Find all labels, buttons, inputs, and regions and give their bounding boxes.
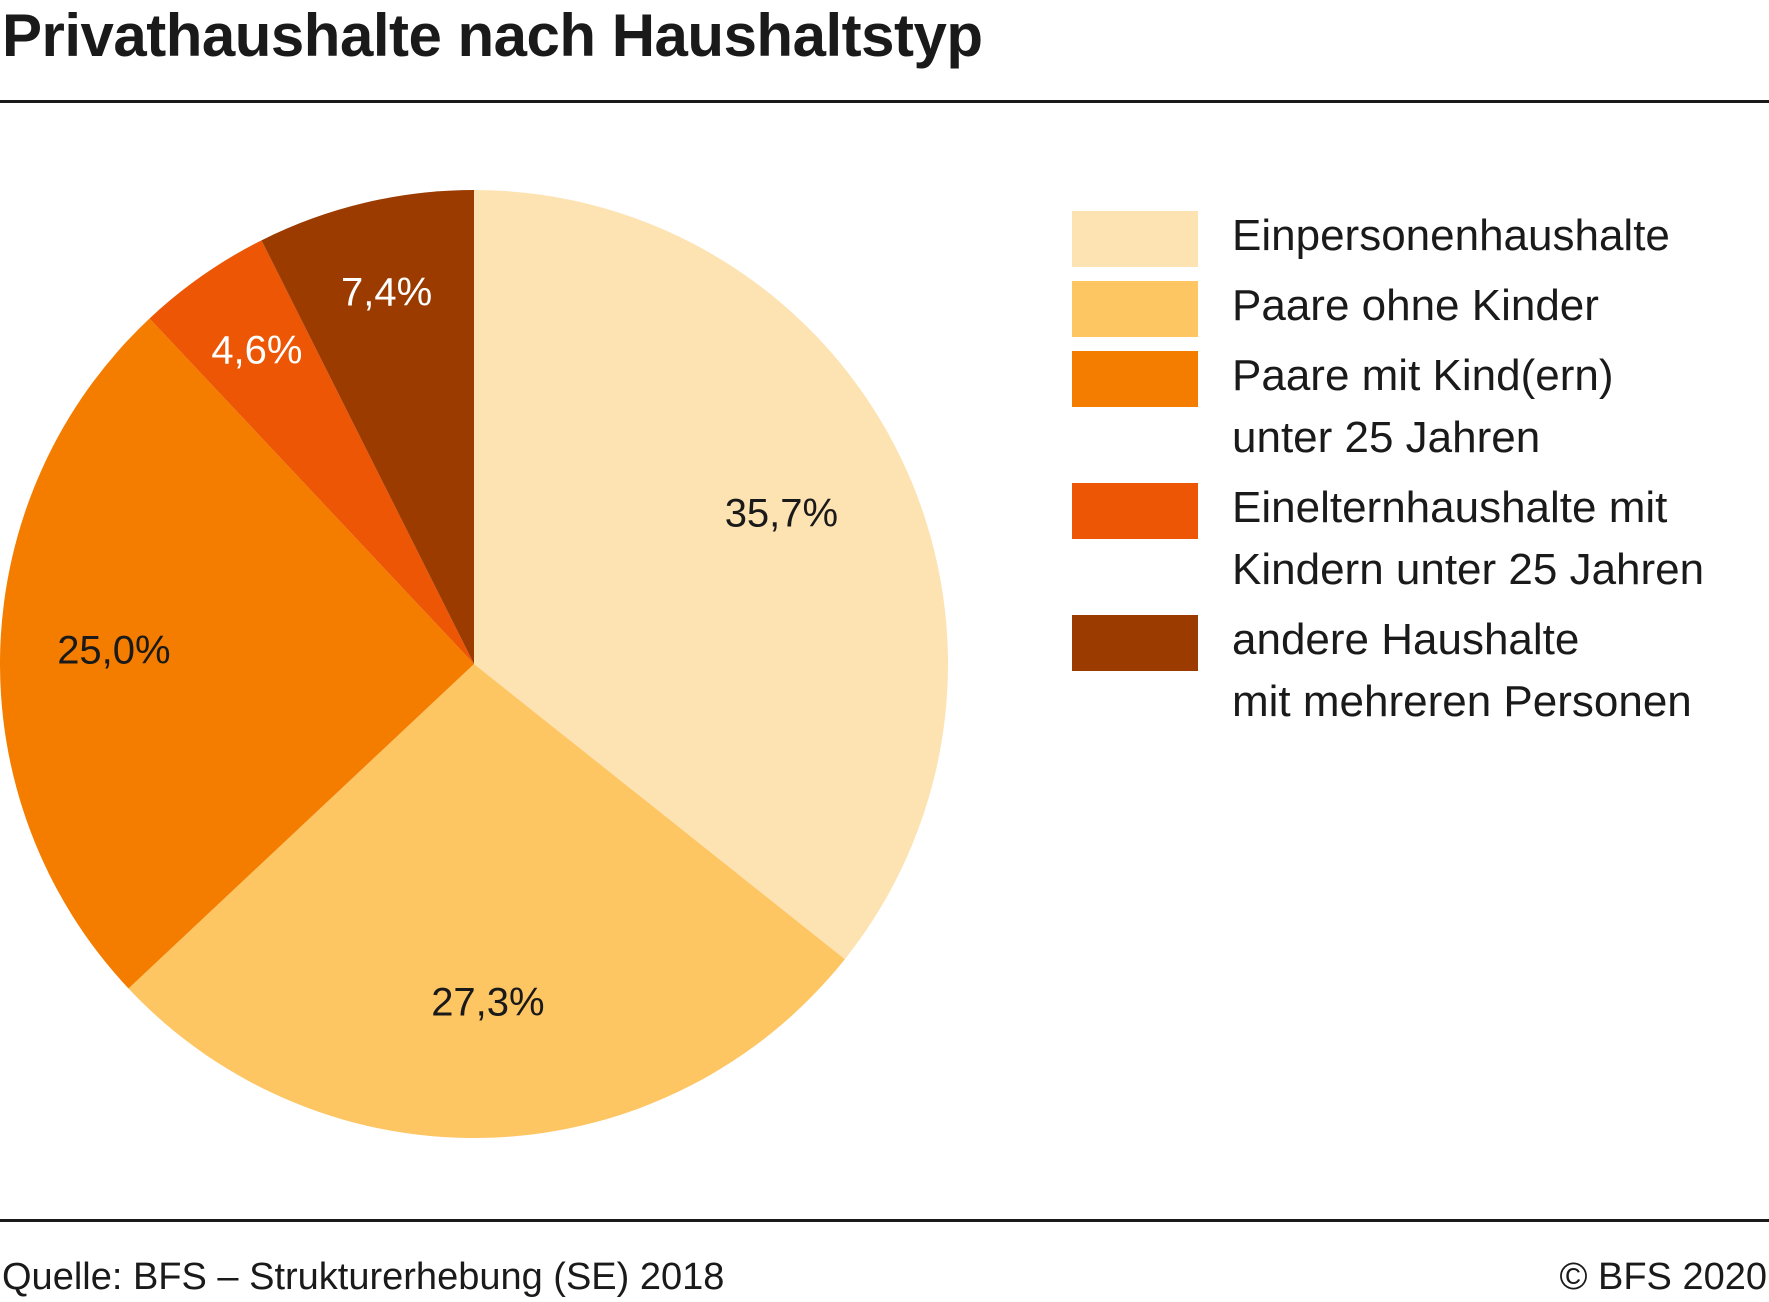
- pie-slices: [0, 190, 948, 1138]
- legend-label-4: Einelternhaushalte mit Kindern unter 25 …: [1232, 483, 1705, 594]
- legend: Einpersonenhaushalte Paare ohne Kinder Paa…: [1072, 205, 1752, 741]
- source-note: Quelle: BFS – Strukturerhebung (SE) 2018: [2, 1256, 725, 1298]
- chart-title: Privathaushalte nach Haushaltstyp: [2, 2, 983, 69]
- pie-label-2: 27,3%: [431, 981, 544, 1025]
- pie-label-4: 4,6%: [211, 329, 302, 373]
- legend-item-3: Paare mit Kind(ern) unter 25 Jahren: [1072, 345, 1752, 469]
- legend-label-1: Einpersonenhaushalte: [1232, 211, 1670, 260]
- legend-item-5: andere Haushalte mit mehreren Personen: [1072, 609, 1752, 733]
- pie-label-3: 25,0%: [57, 628, 170, 672]
- legend-swatch-2: [1072, 281, 1198, 337]
- legend-swatch-5: [1072, 615, 1198, 671]
- pie-slice-5: [261, 190, 474, 664]
- pie-slice-2: [128, 664, 845, 1138]
- legend-item-4: Einelternhaushalte mit Kindern unter 25 …: [1072, 477, 1752, 601]
- pie-slice-1: [474, 190, 948, 960]
- legend-item-1: Einpersonenhaushalte: [1072, 205, 1752, 267]
- legend-label-3: Paare mit Kind(ern) unter 25 Jahren: [1232, 351, 1614, 462]
- pie-labels: 35,7% 27,3% 25,0% 4,6% 7,4%: [57, 271, 838, 1025]
- bottom-divider: [0, 1219, 1769, 1222]
- legend-label-5: andere Haushalte mit mehreren Personen: [1232, 615, 1692, 726]
- copyright-note: © BFS 2020: [1559, 1256, 1767, 1298]
- legend-label-2: Paare ohne Kinder: [1232, 281, 1599, 330]
- legend-swatch-3: [1072, 351, 1198, 407]
- top-divider: [0, 100, 1769, 103]
- pie-slice-3: [0, 318, 474, 989]
- legend-swatch-1: [1072, 211, 1198, 267]
- legend-swatch-4: [1072, 483, 1198, 539]
- pie-slice-4: [149, 240, 474, 664]
- pie-label-1: 35,7%: [725, 491, 838, 535]
- legend-item-2: Paare ohne Kinder: [1072, 275, 1752, 337]
- pie-label-5: 7,4%: [341, 271, 432, 315]
